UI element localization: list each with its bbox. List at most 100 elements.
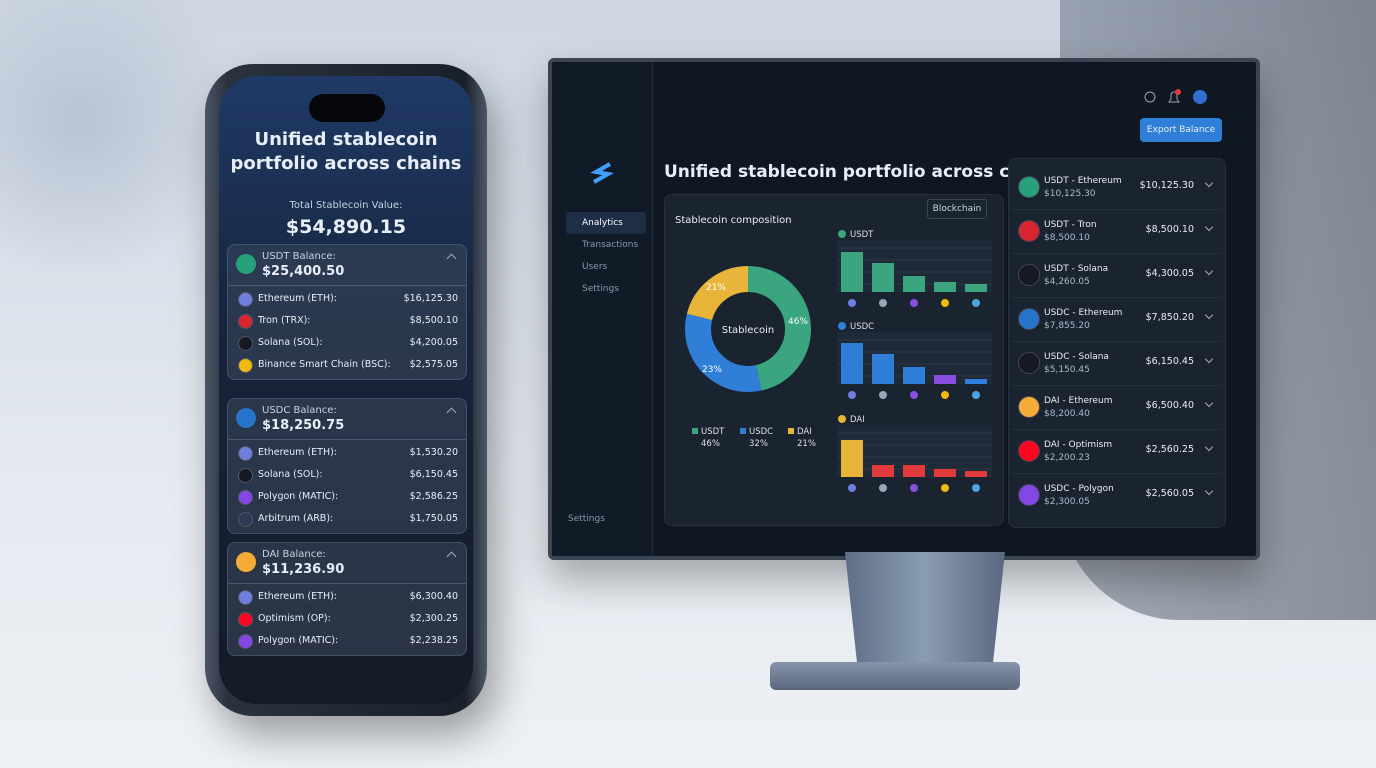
chain-value: $2,575.05 [409, 359, 458, 370]
total-label: Total Stablecoin Value: [289, 200, 403, 211]
phone-screen: Unified stablecoin portfolio across chai… [219, 76, 473, 704]
chain-icon [238, 468, 253, 483]
chain-icon [848, 391, 856, 399]
collapse-chevron[interactable] [446, 253, 457, 264]
chain-icon [910, 484, 918, 492]
logo-mark [590, 162, 614, 184]
asset-sub: $8,200.40 [1044, 409, 1090, 419]
asset-value: $2,560.05 [1145, 488, 1194, 499]
asset-row[interactable]: DAI - Optimism $2,200.23 $2,560.25 [1012, 429, 1220, 473]
donut-center: Stablecoin [722, 325, 774, 336]
section-value: $11,236.90 [262, 562, 345, 577]
asset-chevron [1204, 310, 1214, 320]
asset-icon [1018, 308, 1040, 330]
divider [228, 285, 466, 286]
legend-swatch [788, 428, 794, 434]
chain-name: Binance Smart Chain (BSC): [258, 359, 391, 370]
slice-label: 21% [706, 283, 726, 293]
asset-sub: $4,260.05 [1044, 277, 1090, 287]
asset-row[interactable]: USDT - Ethereum $10,125.30 $10,125.30 [1012, 166, 1220, 209]
chain-icon [238, 336, 253, 351]
bar [841, 252, 863, 292]
asset-name: USDT - Tron [1044, 220, 1097, 230]
asset-value: $2,560.25 [1145, 444, 1194, 455]
asset-row[interactable]: USDT - Tron $8,500.10 $8,500.10 [1012, 209, 1220, 253]
badge [1175, 89, 1181, 95]
donut-segment [685, 266, 811, 392]
balance-section: USDT Balance: $25,400.50 Ethereum (ETH): $1… [227, 244, 467, 380]
legend-name: DAI [797, 427, 812, 437]
asset-row[interactable]: USDT - Solana $4,260.05 $4,300.05 [1012, 253, 1220, 297]
refresh-icon[interactable] [1144, 91, 1156, 103]
chain-name: Ethereum (ETH): [258, 591, 337, 602]
token-icon [236, 254, 256, 274]
collapse-chevron[interactable] [446, 551, 457, 562]
bar [903, 367, 925, 384]
asset-chevron [1204, 266, 1214, 276]
dashboard-title: Unified stablecoin portfolio across chai… [664, 162, 1061, 182]
chain-value: $2,586.25 [409, 491, 458, 502]
asset-name: DAI - Ethereum [1044, 396, 1113, 406]
chain-icon [238, 490, 253, 505]
donut-segment [685, 266, 811, 392]
nav-item[interactable]: Settings [582, 284, 619, 294]
asset-chevron [1204, 442, 1214, 452]
chain-icon [848, 484, 856, 492]
asset-name: USDC - Polygon [1044, 484, 1114, 494]
asset-value: $7,850.20 [1145, 312, 1194, 323]
chain-value: $1,530.20 [409, 447, 458, 458]
legend-swatch [692, 428, 698, 434]
export-button[interactable]: Export Balance [1140, 118, 1222, 142]
chain-name: Arbitrum (ARB): [258, 513, 334, 524]
chain-value: $16,125.30 [403, 293, 458, 304]
bell-icon[interactable] [1168, 91, 1180, 103]
blockchain-dropdown[interactable]: Blockchain [927, 199, 987, 219]
chain-icon [879, 484, 887, 492]
asset-row[interactable]: USDC - Ethereum $7,855.20 $7,850.20 [1012, 297, 1220, 341]
chain-icon [848, 299, 856, 307]
chain-icon [238, 314, 253, 329]
nav-footer[interactable]: Settings [568, 514, 605, 524]
asset-name: USDC - Solana [1044, 352, 1109, 362]
chain-icon [941, 299, 949, 307]
bar [841, 343, 863, 384]
background-glow [0, 0, 220, 300]
chain-icon [910, 391, 918, 399]
collapse-chevron[interactable] [446, 407, 457, 418]
token-icon [236, 552, 256, 572]
panel-title: Stablecoin composition [675, 215, 792, 226]
chain-name: Optimism (OP): [258, 613, 331, 624]
nav-item[interactable]: Transactions [582, 240, 639, 250]
bar [872, 465, 894, 477]
legend-name: USDC [749, 427, 773, 437]
asset-name: USDT - Ethereum [1044, 176, 1122, 186]
asset-row[interactable]: DAI - Ethereum $8,200.40 $6,500.40 [1012, 385, 1220, 429]
balance-section: DAI Balance: $11,236.90 Ethereum (ETH): $6,… [227, 542, 467, 656]
section-value: $25,400.50 [262, 264, 345, 279]
chain-value: $2,238.25 [409, 635, 458, 646]
group-icon [838, 322, 846, 330]
bar [965, 284, 987, 292]
chain-name: Solana (SOL): [258, 469, 323, 480]
chain-value: $2,300.25 [409, 613, 458, 624]
notch [309, 94, 385, 122]
asset-list: USDT - Ethereum $10,125.30 $10,125.30 USDT … [1012, 166, 1220, 517]
phone-title: Unified stablecoin portfolio across chai… [230, 129, 462, 174]
chain-icon [972, 484, 980, 492]
bar [872, 354, 894, 384]
asset-row[interactable]: USDC - Polygon $2,300.05 $2,560.05 [1012, 473, 1220, 517]
asset-chevron [1204, 354, 1214, 364]
asset-sub: $2,200.23 [1044, 453, 1090, 463]
asset-icon [1018, 440, 1040, 462]
chain-icon [910, 299, 918, 307]
asset-row[interactable]: USDC - Solana $5,150.45 $6,150.45 [1012, 341, 1220, 385]
nav-item[interactable]: Analytics [566, 212, 646, 234]
monitor-base [770, 662, 1020, 690]
legend-name: USDT [701, 427, 725, 437]
nav-item[interactable]: Users [582, 262, 608, 272]
group-name: USDC [850, 322, 874, 332]
chain-name: Polygon (MATIC): [258, 491, 339, 502]
bar [934, 469, 956, 477]
asset-icon [1018, 352, 1040, 374]
avatar[interactable] [1193, 90, 1207, 104]
